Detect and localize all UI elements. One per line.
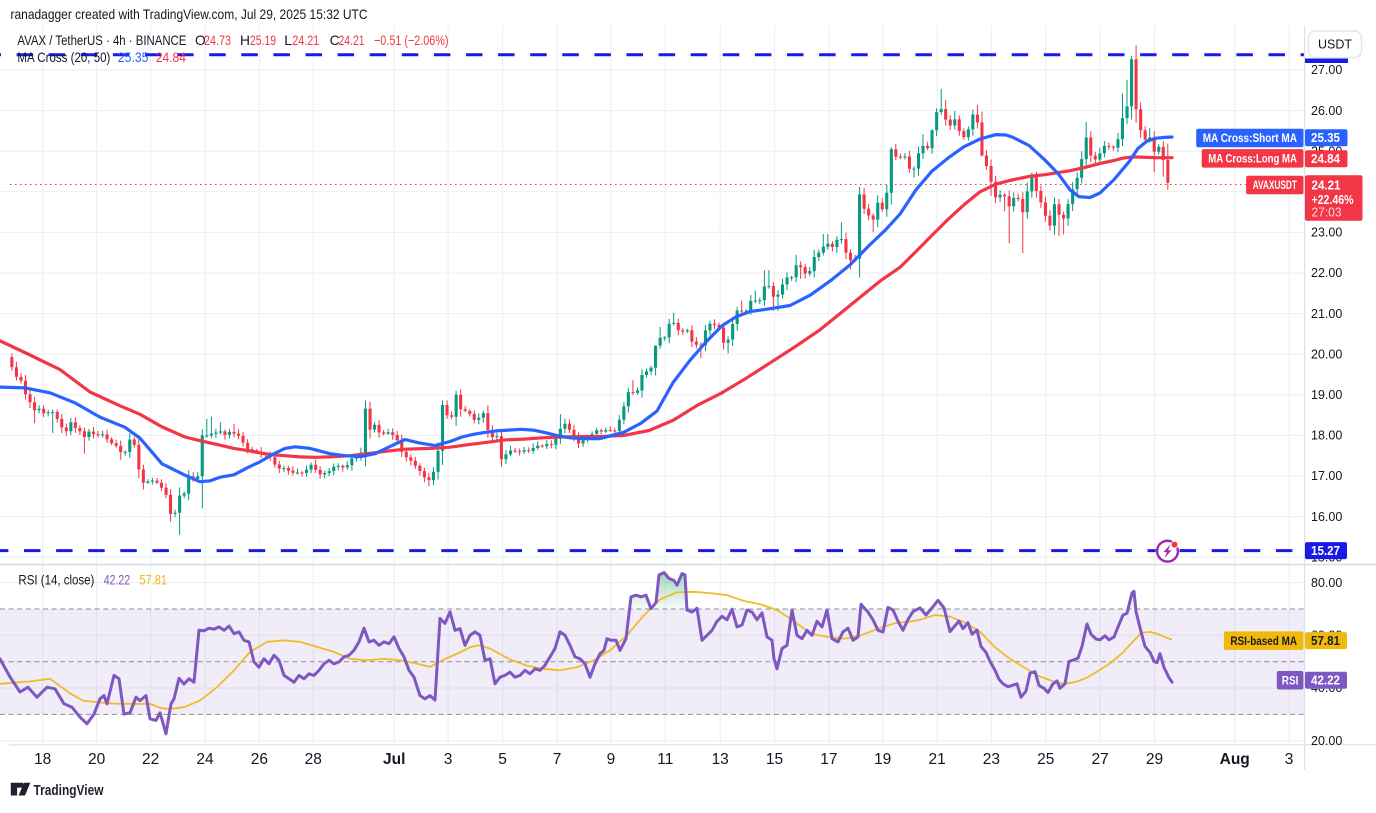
svg-text:+22.46%: +22.46%	[1312, 193, 1354, 207]
svg-text:RSI-based MA: RSI-based MA	[1230, 634, 1297, 648]
svg-text:26: 26	[251, 751, 268, 768]
svg-text:23: 23	[983, 751, 1000, 768]
svg-text:20.00: 20.00	[1311, 734, 1342, 748]
svg-text:20: 20	[88, 751, 106, 768]
svg-text:19: 19	[874, 751, 891, 768]
svg-text:11: 11	[657, 751, 673, 768]
svg-text:7: 7	[553, 751, 562, 768]
svg-text:29: 29	[1146, 751, 1163, 768]
svg-text:22: 22	[142, 751, 159, 768]
svg-text:24: 24	[196, 751, 214, 768]
svg-text:15.27: 15.27	[1311, 543, 1340, 558]
svg-text:RSI: RSI	[1282, 674, 1299, 688]
svg-text:23.00: 23.00	[1311, 226, 1342, 240]
svg-text:27: 27	[1091, 751, 1108, 768]
svg-text:13: 13	[712, 751, 729, 768]
svg-text:24.21: 24.21	[1312, 178, 1341, 192]
svg-text:21: 21	[928, 751, 945, 768]
svg-text:3: 3	[444, 751, 453, 768]
svg-text:80.00: 80.00	[1311, 576, 1342, 590]
svg-text:9: 9	[607, 751, 616, 768]
svg-text:20.00: 20.00	[1311, 347, 1342, 361]
svg-text:17.00: 17.00	[1311, 469, 1342, 483]
svg-text:18: 18	[34, 751, 51, 768]
svg-text:17: 17	[820, 751, 837, 768]
svg-text:25.35: 25.35	[1311, 130, 1340, 145]
svg-text:Aug: Aug	[1220, 751, 1250, 768]
svg-text:16.00: 16.00	[1311, 510, 1342, 524]
svg-text:3: 3	[1285, 751, 1294, 768]
svg-text:Jul: Jul	[383, 751, 405, 768]
svg-text:26.00: 26.00	[1311, 104, 1342, 118]
svg-text:22.00: 22.00	[1311, 266, 1342, 280]
svg-text:28: 28	[305, 751, 322, 768]
svg-text:18.00: 18.00	[1311, 429, 1342, 443]
svg-text:TradingView: TradingView	[34, 782, 104, 799]
svg-text:MA Cross:Long MA: MA Cross:Long MA	[1208, 152, 1297, 166]
svg-text:24.84: 24.84	[1311, 151, 1341, 166]
svg-text:15: 15	[766, 751, 783, 768]
svg-text:25: 25	[1037, 751, 1054, 768]
svg-text:27:03: 27:03	[1312, 206, 1342, 220]
svg-text:ranadagger created with Tradin: ranadagger created with TradingView.com,…	[11, 7, 368, 22]
svg-text:57.81: 57.81	[1311, 633, 1340, 648]
svg-text:AVAX / TetherUS · 4h · BINANCE: AVAX / TetherUS · 4h · BINANCE O24.73 H25.…	[17, 33, 448, 48]
svg-text:19.00: 19.00	[1311, 388, 1342, 402]
svg-text:42.22: 42.22	[1311, 673, 1340, 688]
svg-text:MA Cross:Short MA: MA Cross:Short MA	[1203, 131, 1297, 145]
svg-text:27.00: 27.00	[1311, 63, 1342, 77]
svg-text:21.00: 21.00	[1311, 307, 1342, 321]
svg-text:USDT: USDT	[1318, 38, 1352, 52]
svg-text:AVAXUSDT: AVAXUSDT	[1253, 178, 1298, 192]
svg-text:5: 5	[498, 751, 507, 768]
